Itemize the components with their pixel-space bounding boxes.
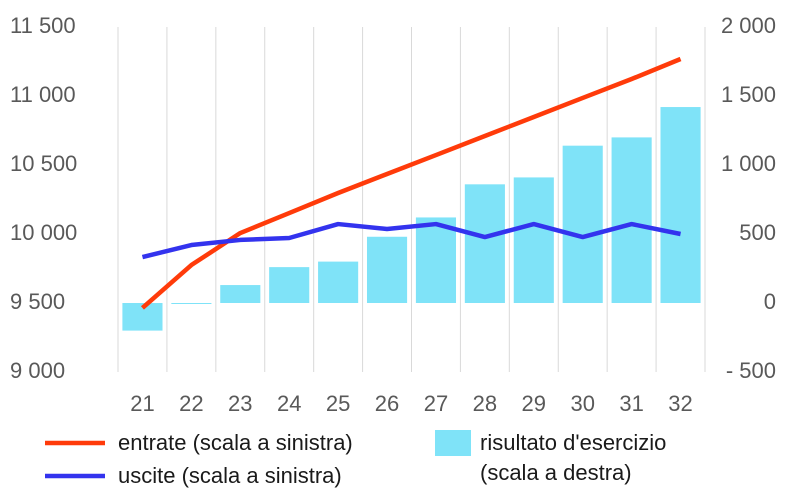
bar (415, 217, 457, 303)
x-tick-label: 25 (326, 391, 350, 416)
y2-tick-label: 500 (739, 220, 776, 245)
x-tick-label: 26 (375, 391, 399, 416)
x-tick-label: 23 (228, 391, 252, 416)
y-tick-label: 10 000 (10, 220, 77, 245)
bar (220, 285, 261, 303)
bar (318, 261, 359, 303)
x-tick-label: 27 (424, 391, 448, 416)
y-tick-label: 11 500 (10, 13, 76, 38)
x-tick-label: 28 (473, 391, 497, 416)
y2-tick-label: 1 000 (721, 151, 776, 176)
legend-label: uscite (scala a sinistra) (118, 463, 342, 488)
bar (562, 145, 603, 303)
x-tick-label: 21 (130, 391, 154, 416)
y-tick-label: 11 000 (10, 82, 76, 107)
x-tick-label: 30 (570, 391, 594, 416)
y-tick-label: 9 500 (10, 289, 65, 314)
legend-swatch (435, 430, 471, 456)
line-series (140, 56, 682, 310)
y-tick-label: 9 000 (10, 358, 65, 383)
x-tick-label: 31 (619, 391, 643, 416)
y-tick-label: 10 500 (10, 151, 77, 176)
line-series (141, 221, 681, 260)
x-tick-label: 29 (522, 391, 546, 416)
bar (513, 177, 554, 303)
x-tick-label: 24 (277, 391, 301, 416)
bar (269, 267, 310, 303)
bar (171, 303, 212, 304)
x-tick-label: 22 (179, 391, 203, 416)
legend-label: entrate (scala a sinistra) (118, 430, 353, 455)
x-tick-label: 32 (668, 391, 692, 416)
y2-tick-label: 2 000 (721, 13, 776, 38)
y2-tick-label: 1 500 (721, 82, 776, 107)
bar (464, 184, 505, 303)
y2-tick-label: 0 (764, 289, 776, 314)
y2-tick-label: - 500 (726, 358, 776, 383)
bar (660, 107, 701, 303)
bar (366, 236, 408, 303)
legend-label: risultato d'esercizio (scala a destra) (480, 430, 667, 485)
bar (611, 137, 652, 303)
